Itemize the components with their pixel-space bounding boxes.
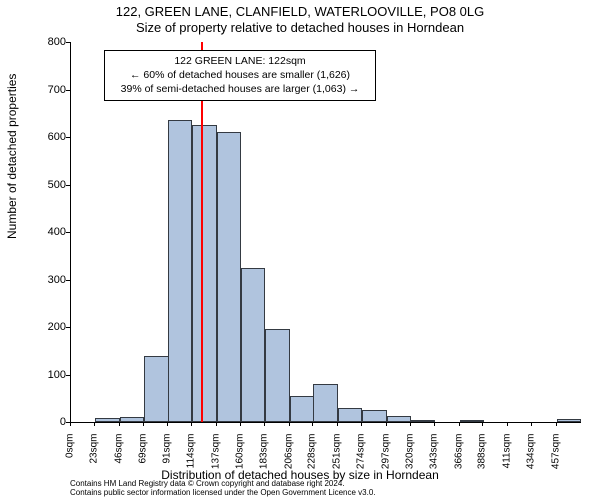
histogram-bar — [387, 416, 411, 422]
y-tick-label: 700 — [42, 84, 66, 96]
annotation-line-3: 39% of semi-detached houses are larger (… — [111, 82, 369, 96]
y-tick-label: 400 — [42, 226, 66, 238]
x-tick-mark — [556, 422, 557, 426]
x-tick-mark — [337, 422, 338, 426]
y-tick-mark — [66, 185, 70, 186]
histogram-bar — [95, 418, 119, 422]
footer-line-2: Contains public sector information licen… — [70, 489, 376, 498]
chart-title-main: 122, GREEN LANE, CLANFIELD, WATERLOOVILL… — [0, 4, 600, 19]
footer-attribution: Contains HM Land Registry data © Crown c… — [70, 480, 376, 498]
histogram-bar — [338, 408, 362, 422]
x-tick-mark — [240, 422, 241, 426]
y-tick-mark — [66, 232, 70, 233]
x-tick-mark — [482, 422, 483, 426]
x-tick-mark — [167, 422, 168, 426]
histogram-bar — [411, 420, 435, 422]
y-tick-mark — [66, 327, 70, 328]
x-tick-mark — [410, 422, 411, 426]
x-tick-mark — [386, 422, 387, 426]
y-tick-label: 100 — [42, 369, 66, 381]
x-tick-mark — [434, 422, 435, 426]
histogram-bar — [241, 268, 265, 422]
y-tick-label: 500 — [42, 179, 66, 191]
chart-title-sub: Size of property relative to detached ho… — [0, 20, 600, 35]
histogram-bar — [362, 410, 386, 422]
histogram-bar — [290, 396, 314, 422]
annotation-line-2: ← 60% of detached houses are smaller (1,… — [111, 68, 369, 82]
y-tick-label: 800 — [42, 36, 66, 48]
histogram-bar — [192, 125, 216, 422]
x-tick-mark — [531, 422, 532, 426]
x-tick-mark — [289, 422, 290, 426]
histogram-bar — [120, 417, 144, 422]
histogram-bar — [168, 120, 192, 422]
annotation-line-1: 122 GREEN LANE: 122sqm — [111, 54, 369, 68]
histogram-bar — [557, 419, 581, 422]
histogram-bar — [217, 132, 241, 422]
y-tick-mark — [66, 137, 70, 138]
annotation-box: 122 GREEN LANE: 122sqm ← 60% of detached… — [104, 50, 376, 101]
x-tick-mark — [70, 422, 71, 426]
y-tick-mark — [66, 280, 70, 281]
x-tick-mark — [507, 422, 508, 426]
x-tick-mark — [119, 422, 120, 426]
y-tick-label: 0 — [42, 416, 66, 428]
y-tick-label: 600 — [42, 131, 66, 143]
x-tick-mark — [459, 422, 460, 426]
y-axis-label: Number of detached properties — [5, 74, 19, 239]
y-tick-label: 300 — [42, 274, 66, 286]
x-tick-mark — [312, 422, 313, 426]
y-tick-mark — [66, 90, 70, 91]
histogram-bar — [265, 329, 289, 422]
x-tick-mark — [191, 422, 192, 426]
x-tick-mark — [143, 422, 144, 426]
y-tick-label: 200 — [42, 321, 66, 333]
x-tick-mark — [94, 422, 95, 426]
histogram-bar — [313, 384, 337, 422]
y-tick-mark — [66, 42, 70, 43]
x-tick-mark — [264, 422, 265, 426]
y-tick-mark — [66, 375, 70, 376]
histogram-bar — [144, 356, 168, 423]
x-tick-mark — [216, 422, 217, 426]
property-size-chart: 122, GREEN LANE, CLANFIELD, WATERLOOVILL… — [0, 0, 600, 500]
x-tick-mark — [361, 422, 362, 426]
histogram-bar — [460, 420, 484, 422]
